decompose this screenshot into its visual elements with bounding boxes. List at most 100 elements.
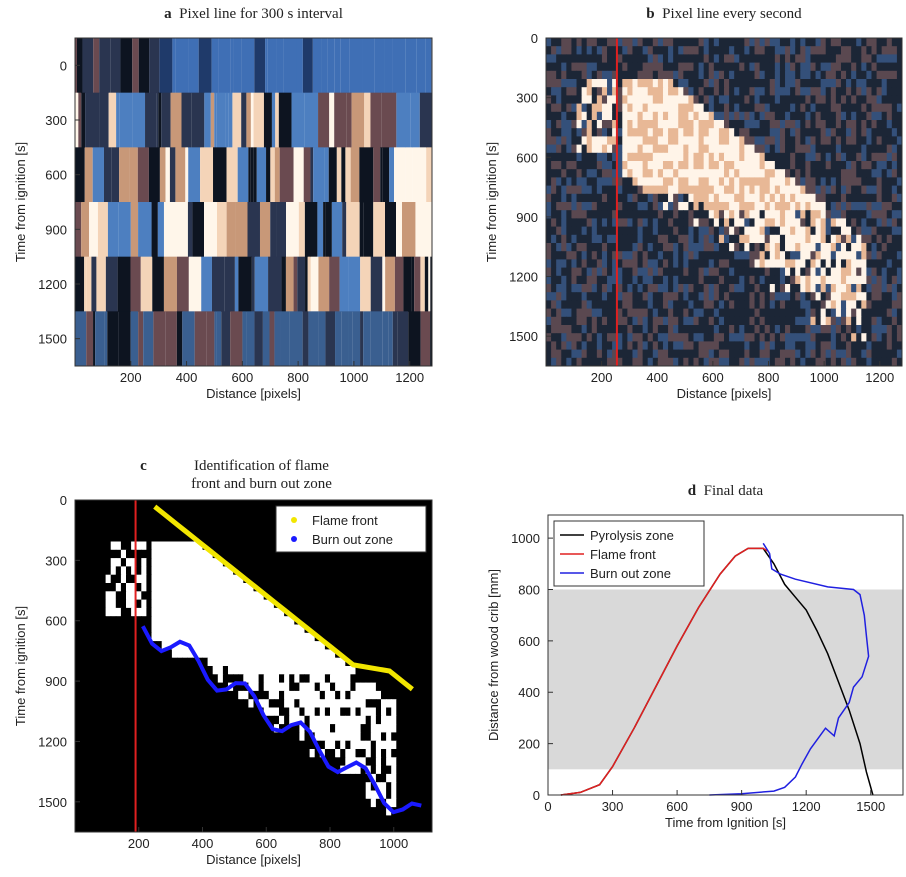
image-pixel (607, 210, 613, 219)
image-pixel (177, 542, 183, 551)
image-pixel (632, 276, 638, 285)
image-pixel (607, 235, 613, 244)
image-pixel (360, 202, 364, 257)
image-pixel (192, 674, 198, 683)
image-pixel (212, 38, 218, 93)
image-pixel (648, 300, 654, 309)
image-pixel (85, 517, 91, 526)
image-pixel (810, 309, 816, 318)
image-pixel (152, 625, 158, 634)
image-pixel (330, 666, 336, 675)
image-pixel (325, 683, 331, 692)
image-pixel (734, 71, 740, 80)
image-pixel (678, 325, 684, 334)
image-pixel (381, 683, 387, 692)
image-pixel (760, 251, 766, 260)
image-pixel (678, 358, 684, 367)
image-pixel (800, 268, 806, 277)
image-pixel (116, 600, 122, 609)
image-pixel (223, 525, 229, 534)
image-pixel (571, 112, 577, 121)
image-pixel (846, 54, 852, 63)
image-pixel (146, 666, 152, 675)
image-pixel (182, 658, 188, 667)
image-pixel (182, 558, 188, 567)
image-pixel (80, 641, 86, 650)
image-pixel (310, 608, 316, 617)
image-pixel (836, 145, 842, 154)
image-pixel (734, 276, 740, 285)
image-pixel (121, 591, 127, 600)
image-pixel (407, 633, 413, 642)
image-pixel (780, 259, 786, 268)
image-pixel (795, 268, 801, 277)
image-pixel (719, 161, 725, 170)
image-pixel (699, 292, 705, 301)
image-pixel (172, 500, 178, 509)
image-pixel (126, 674, 132, 683)
image-pixel (413, 147, 427, 202)
image-pixel (340, 633, 346, 642)
image-pixel (658, 284, 664, 293)
image-pixel (688, 54, 694, 63)
image-pixel (861, 268, 867, 277)
image-pixel (770, 153, 776, 162)
image-pixel (566, 268, 572, 277)
image-pixel (648, 153, 654, 162)
image-pixel (668, 87, 674, 96)
image-pixel (396, 649, 402, 658)
image-pixel (846, 194, 852, 203)
x-tick-label: 1200 (865, 370, 894, 385)
image-pixel (146, 583, 152, 592)
image-pixel (882, 161, 888, 170)
image-pixel (785, 210, 791, 219)
image-pixel (566, 235, 572, 244)
image-pixel (321, 38, 328, 93)
image-pixel (765, 46, 771, 55)
image-pixel (304, 147, 311, 202)
image-pixel (892, 235, 898, 244)
image-pixel (208, 533, 214, 542)
image-pixel (780, 350, 786, 359)
image-pixel (587, 153, 593, 162)
image-pixel (95, 683, 101, 692)
image-pixel (810, 46, 816, 55)
image-pixel (622, 227, 628, 236)
image-pixel (546, 202, 552, 211)
image-pixel (688, 210, 694, 219)
image-pixel (831, 128, 837, 137)
image-pixel (846, 153, 852, 162)
image-pixel (841, 128, 847, 137)
image-pixel (856, 235, 862, 244)
image-pixel (111, 583, 117, 592)
image-pixel (841, 87, 847, 96)
image-pixel (226, 93, 228, 148)
image-pixel (587, 128, 593, 137)
image-pixel (356, 699, 362, 708)
image-pixel (315, 566, 321, 575)
image-pixel (152, 691, 158, 700)
image-pixel (760, 177, 766, 186)
image-pixel (714, 112, 720, 121)
image-pixel (846, 128, 852, 137)
image-pixel (749, 112, 755, 121)
image-pixel (882, 186, 888, 195)
image-pixel (218, 500, 224, 509)
image-pixel (153, 311, 165, 366)
image-pixel (592, 251, 598, 260)
image-pixel (734, 309, 740, 318)
image-pixel (658, 71, 664, 80)
image-pixel (841, 202, 847, 211)
image-pixel (871, 104, 877, 113)
image-pixel (274, 641, 280, 650)
image-pixel (311, 257, 319, 312)
image-pixel (248, 542, 254, 551)
image-pixel (412, 608, 418, 617)
image-pixel (305, 658, 311, 667)
image-pixel (80, 558, 86, 567)
image-pixel (632, 46, 638, 55)
image-pixel (577, 161, 583, 170)
image-pixel (663, 38, 669, 47)
image-pixel (770, 120, 776, 129)
image-pixel (381, 558, 387, 567)
